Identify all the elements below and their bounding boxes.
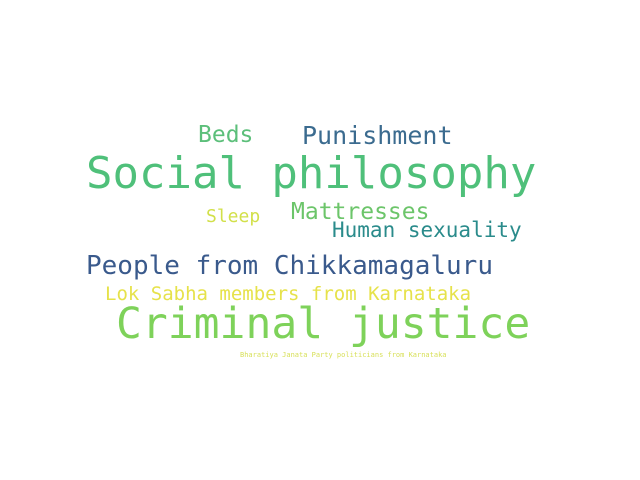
word-criminal-justice: Criminal justice xyxy=(116,299,531,349)
word-social-philosophy: Social philosophy xyxy=(86,148,537,199)
word-bjp-politicians: Bharatiya Janata Party politicians from … xyxy=(240,351,447,359)
word-people-from-chikkamagaluru: People from Chikkamagaluru xyxy=(86,251,493,281)
word-beds: Beds xyxy=(198,122,254,148)
word-human-sexuality: Human sexuality xyxy=(332,218,522,242)
word-sleep: Sleep xyxy=(206,206,261,227)
word-punishment: Punishment xyxy=(302,121,453,150)
word-lok-sabha-members: Lok Sabha members from Karnataka xyxy=(105,283,472,305)
word-mattresses: Mattresses xyxy=(291,199,430,225)
